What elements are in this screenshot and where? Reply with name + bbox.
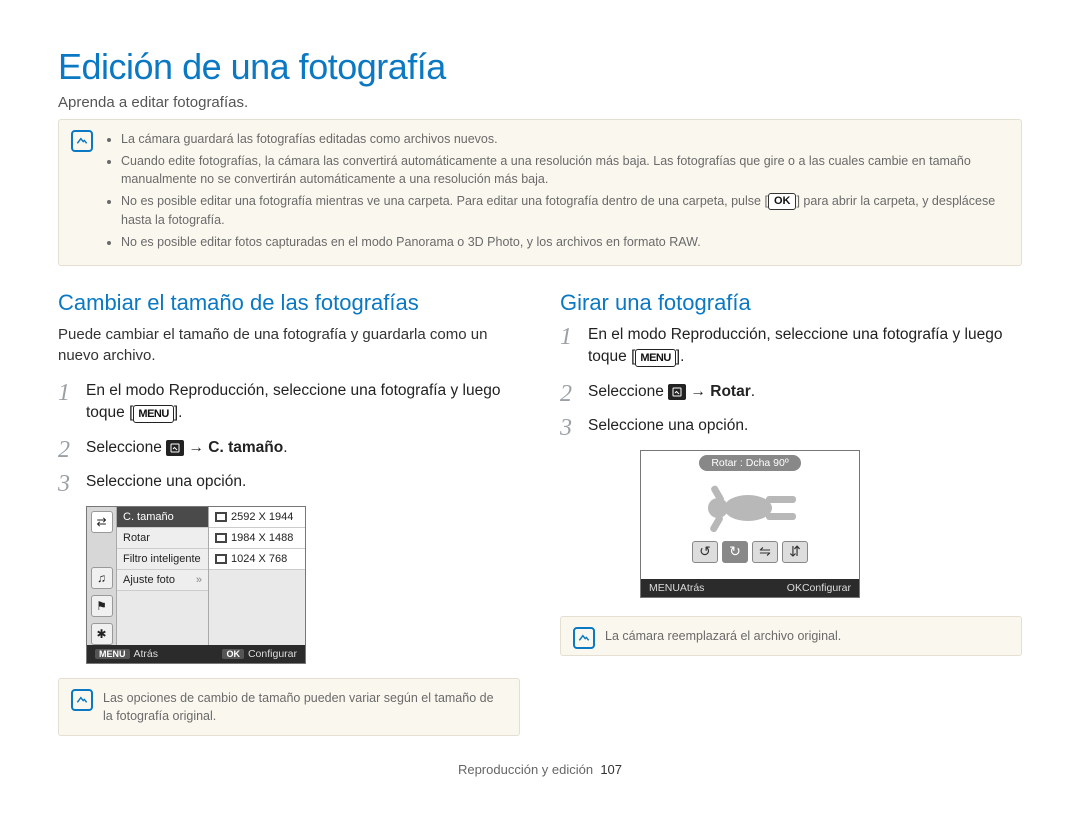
edit-icon: [668, 384, 686, 400]
foot-label: Atrás: [134, 648, 159, 660]
note-icon: [71, 689, 93, 711]
col-rotate: Girar una fotografía En el modo Reproduc…: [560, 290, 1022, 760]
step-bold: Rotar: [710, 383, 750, 400]
lcd-rotate: Rotar : Dcha 90º: [640, 450, 860, 598]
option-item: 2592 X 1944: [209, 507, 305, 528]
note-item: No es posible editar fotos capturadas en…: [121, 233, 1007, 251]
page-footer: Reproducción y edición 107: [58, 762, 1022, 777]
side-tab-icon: ⇄: [91, 511, 113, 533]
side-tab-icon: ♫: [91, 567, 113, 589]
footer-section: Reproducción y edición: [458, 762, 593, 777]
foot-label: Atrás: [680, 582, 705, 594]
step-text: Seleccione: [588, 383, 668, 400]
heading-rotate: Girar una fotografía: [560, 290, 1022, 316]
option-item: 1984 X 1488: [209, 528, 305, 549]
menu-item: Ajuste foto: [117, 570, 208, 591]
menu-item: C. tamaño: [117, 507, 208, 528]
footer-page: 107: [600, 762, 622, 777]
menu-item: Filtro inteligente: [117, 549, 208, 570]
foot-key: OK: [787, 582, 802, 594]
note-text: La cámara reemplazará el archivo origina…: [605, 629, 841, 643]
intro-resize: Puede cambiar el tamaño de una fotografí…: [58, 324, 520, 366]
step-text: ].: [676, 348, 685, 365]
foot-key: OK: [222, 649, 244, 659]
menu-item: Rotar: [117, 528, 208, 549]
side-tab-icon: ✱: [91, 623, 113, 645]
note-icon: [71, 130, 93, 152]
foot-label: Configurar: [802, 582, 851, 594]
lcd-side-tabs: ⇄ ♫ ⚑ ✱: [87, 507, 117, 645]
side-tab-icon: ⚑: [91, 595, 113, 617]
lcd-footer: MENU Atrás OK Configurar: [87, 645, 305, 663]
step-text: →: [686, 383, 710, 400]
step: Seleccione → Rotar.: [560, 381, 1022, 403]
menu-key: MENU: [133, 405, 173, 423]
step-text: .: [751, 383, 755, 400]
menu-key: MENU: [635, 349, 675, 367]
note-text: No es posible editar una fotografía mien…: [121, 194, 768, 208]
col-resize: Cambiar el tamaño de las fotografías Pue…: [58, 290, 520, 760]
note-icon: [573, 627, 595, 649]
step: En el modo Reproducción, seleccione una …: [58, 380, 520, 425]
edit-icon: [166, 440, 184, 456]
step-text: ].: [174, 404, 183, 421]
step: Seleccione una opción.: [58, 471, 520, 493]
note-item: No es posible editar una fotografía mien…: [121, 192, 1007, 228]
step: En el modo Reproducción, seleccione una …: [560, 324, 1022, 369]
rotate-figure: [690, 477, 810, 539]
note-text: Las opciones de cambio de tamaño pueden …: [103, 691, 494, 723]
rotate-btn-flip-h-icon: ⇋: [752, 541, 778, 563]
note-item: La cámara guardará las fotografías edita…: [121, 130, 1007, 148]
rotate-btn-ccw-icon: ↺: [692, 541, 718, 563]
note-item: Cuando edite fotografías, la cámara las …: [121, 152, 1007, 188]
top-note-box: La cámara guardará las fotografías edita…: [58, 119, 1022, 266]
rotate-btn-flip-v-icon: ⇵: [782, 541, 808, 563]
step-text: Seleccione: [86, 439, 166, 456]
rotate-pill: Rotar : Dcha 90º: [699, 455, 800, 471]
rotate-button-row: ↺ ↻ ⇋ ⇵: [692, 541, 808, 563]
rotate-btn-cw-icon: ↻: [722, 541, 748, 563]
ok-key: OK: [768, 193, 797, 210]
page-title: Edición de una fotografía: [58, 46, 1022, 88]
page-subtitle: Aprenda a editar fotografías.: [58, 94, 1022, 111]
step-text: .: [283, 439, 287, 456]
step: Seleccione una opción.: [560, 415, 1022, 437]
lcd-resize: ⇄ ♫ ⚑ ✱ C. tamaño Rotar Filtro inteligen…: [86, 506, 306, 664]
step: Seleccione → C. tamaño.: [58, 437, 520, 459]
option-item: 1024 X 768: [209, 549, 305, 570]
lcd-option-col: 2592 X 1944 1984 X 1488 1024 X 768: [209, 507, 305, 645]
heading-resize: Cambiar el tamaño de las fotografías: [58, 290, 520, 316]
lcd-footer: MENUAtrás OKConfigurar: [641, 579, 859, 597]
foot-label: Configurar: [248, 648, 297, 660]
lcd-menu-col: C. tamaño Rotar Filtro inteligente Ajust…: [117, 507, 209, 645]
option-label: 2592 X 1944: [231, 511, 293, 523]
option-label: 1024 X 768: [231, 553, 287, 565]
note-box-resize: Las opciones de cambio de tamaño pueden …: [58, 678, 520, 736]
foot-key: MENU: [649, 582, 680, 594]
foot-key: MENU: [95, 649, 130, 659]
note-box-rotate: La cámara reemplazará el archivo origina…: [560, 616, 1022, 656]
step-bold: C. tamaño: [208, 439, 283, 456]
step-text: →: [184, 439, 208, 456]
option-label: 1984 X 1488: [231, 532, 293, 544]
